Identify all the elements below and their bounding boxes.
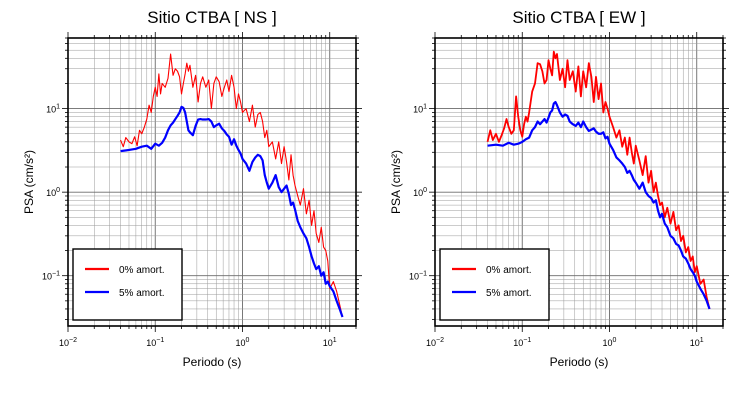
chart-ew-frame xyxy=(434,37,724,327)
chart-ew-x-axis-label: Periodo (s) xyxy=(550,355,609,369)
chart-ew-y-axis-label: PSA (cm/s²) xyxy=(389,150,403,214)
chart-ns-x-tick-label: 10−1 xyxy=(146,337,164,348)
chart-ew-x-tick-label: 101 xyxy=(690,337,704,348)
chart-ns-legend-label-amort-0: 0% amort. xyxy=(119,265,165,276)
chart-ns-x-tick-label: 10−2 xyxy=(59,337,77,348)
chart-ew-series-amort-0-line xyxy=(486,50,711,310)
chart-ew-legend-label-amort-5: 5% amort. xyxy=(486,288,532,299)
chart-ns-y-tick-label: 100 xyxy=(46,187,60,198)
chart-ew-y-tick-label: 100 xyxy=(413,187,427,198)
chart-ew-legend: 0% amort. 5% amort. xyxy=(439,248,550,321)
chart-ns-title: Sitio CTBA [ NS ] xyxy=(147,8,276,27)
chart-ns-x-axis-label: Periodo (s) xyxy=(183,355,242,369)
chart-ns-y-axis-label: PSA (cm/s²) xyxy=(22,150,36,214)
chart-ns-frame xyxy=(67,37,357,327)
chart-ns-x-tick-label: 101 xyxy=(323,337,337,348)
chart-ns-series-amort-5-line xyxy=(120,105,344,318)
chart-ns-x-tick-label: 100 xyxy=(236,337,250,348)
chart-ew-title: Sitio CTBA [ EW ] xyxy=(512,8,645,27)
chart-ns-y-tick-label: 10−1 xyxy=(42,271,60,282)
chart-ew-series-group xyxy=(486,50,711,310)
chart-ns-series-group xyxy=(120,53,344,318)
chart-ew-x-tick-label: 10−2 xyxy=(426,337,444,348)
chart-ew-legend-box xyxy=(439,248,550,321)
chart-ns-y-tick-label: 101 xyxy=(46,104,60,115)
chart-ew: 10−2 10−1 100 101 10−1 100 101 Sitio CTBA [ EW … xyxy=(389,8,729,369)
chart-ns-legend-box xyxy=(72,248,183,321)
chart-ns-legend-label-amort-5: 5% amort. xyxy=(119,288,165,299)
chart-ew-legend-label-amort-0: 0% amort. xyxy=(486,265,532,276)
chart-ns-series-amort-0-line xyxy=(120,53,344,318)
chart-ew-y-tick-label: 10−1 xyxy=(409,271,427,282)
chart-ns: 10−2 10−1 100 101 10−1 100 101 Sitio CTBA [ NS … xyxy=(22,8,362,369)
chart-ew-y-tick-label: 101 xyxy=(413,104,427,115)
chart-ew-x-tick-label: 100 xyxy=(603,337,617,348)
chart-ns-legend: 0% amort. 5% amort. xyxy=(72,248,183,321)
chart-ew-x-tick-label: 10−1 xyxy=(513,337,531,348)
chart-ew-series-amort-5-line xyxy=(487,100,711,310)
